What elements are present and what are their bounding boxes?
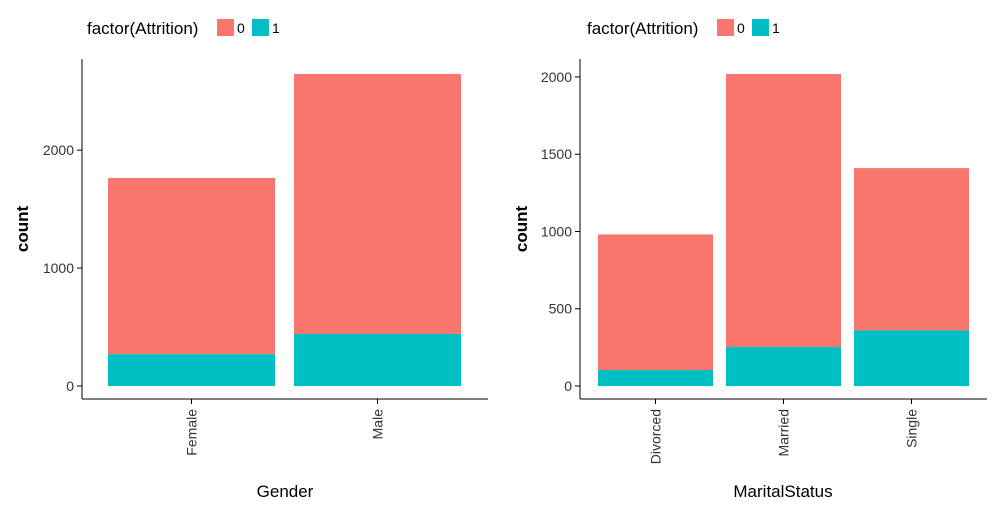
legend-title: factor(Attrition) [587,19,698,38]
bar-male-attrition-1 [294,334,461,386]
y-axis-title: count [512,206,531,253]
bar-single-attrition-1 [854,330,969,386]
legend-swatch-1 [252,19,269,36]
legend-title: factor(Attrition) [87,19,198,38]
legend: factor(Attrition) 0 1 [87,19,280,38]
x-axis-title: Gender [257,482,314,501]
bar-female-attrition-0 [108,178,275,355]
legend-label-1: 1 [272,20,280,36]
bar-married-attrition-1 [726,347,841,386]
chart-panel-1: factor(Attrition) 0 1 Divorced Married Single… [512,19,987,501]
legend-label-0: 0 [237,20,245,36]
y-tick-label: 1000 [43,260,74,276]
chart-panel-0: factor(Attrition) 0 1 Female Male 0 1000 2000 Ge… [13,19,488,501]
y-tick-label: 0 [564,378,572,394]
x-tick-label-male: Male [370,409,386,440]
legend-swatch-0 [217,19,234,36]
x-tick-label-female: Female [184,409,200,456]
y-tick-label: 2000 [43,142,74,158]
legend-label-0: 0 [737,20,745,36]
legend-swatch-1 [752,19,769,36]
x-axis-title: MaritalStatus [733,482,832,501]
y-tick-label: 2000 [541,69,572,85]
y-tick-label: 0 [66,378,74,394]
y-tick-label: 1500 [541,146,572,162]
y-tick-label: 500 [549,301,573,317]
bar-single-attrition-0 [854,168,969,331]
bar-divorced-attrition-1 [598,370,713,386]
bar-male-attrition-0 [294,74,461,334]
bar-female-attrition-1 [108,354,275,386]
bar-divorced-attrition-0 [598,234,713,371]
x-tick-label-married: Married [776,409,792,456]
x-tick-label-divorced: Divorced [648,409,664,464]
legend-label-1: 1 [772,20,780,36]
legend-swatch-0 [717,19,734,36]
y-axis-title: count [13,206,32,253]
x-tick-label-single: Single [904,409,920,448]
y-tick-label: 1000 [541,223,572,239]
legend: factor(Attrition) 0 1 [587,19,780,38]
bar-married-attrition-0 [726,74,841,348]
